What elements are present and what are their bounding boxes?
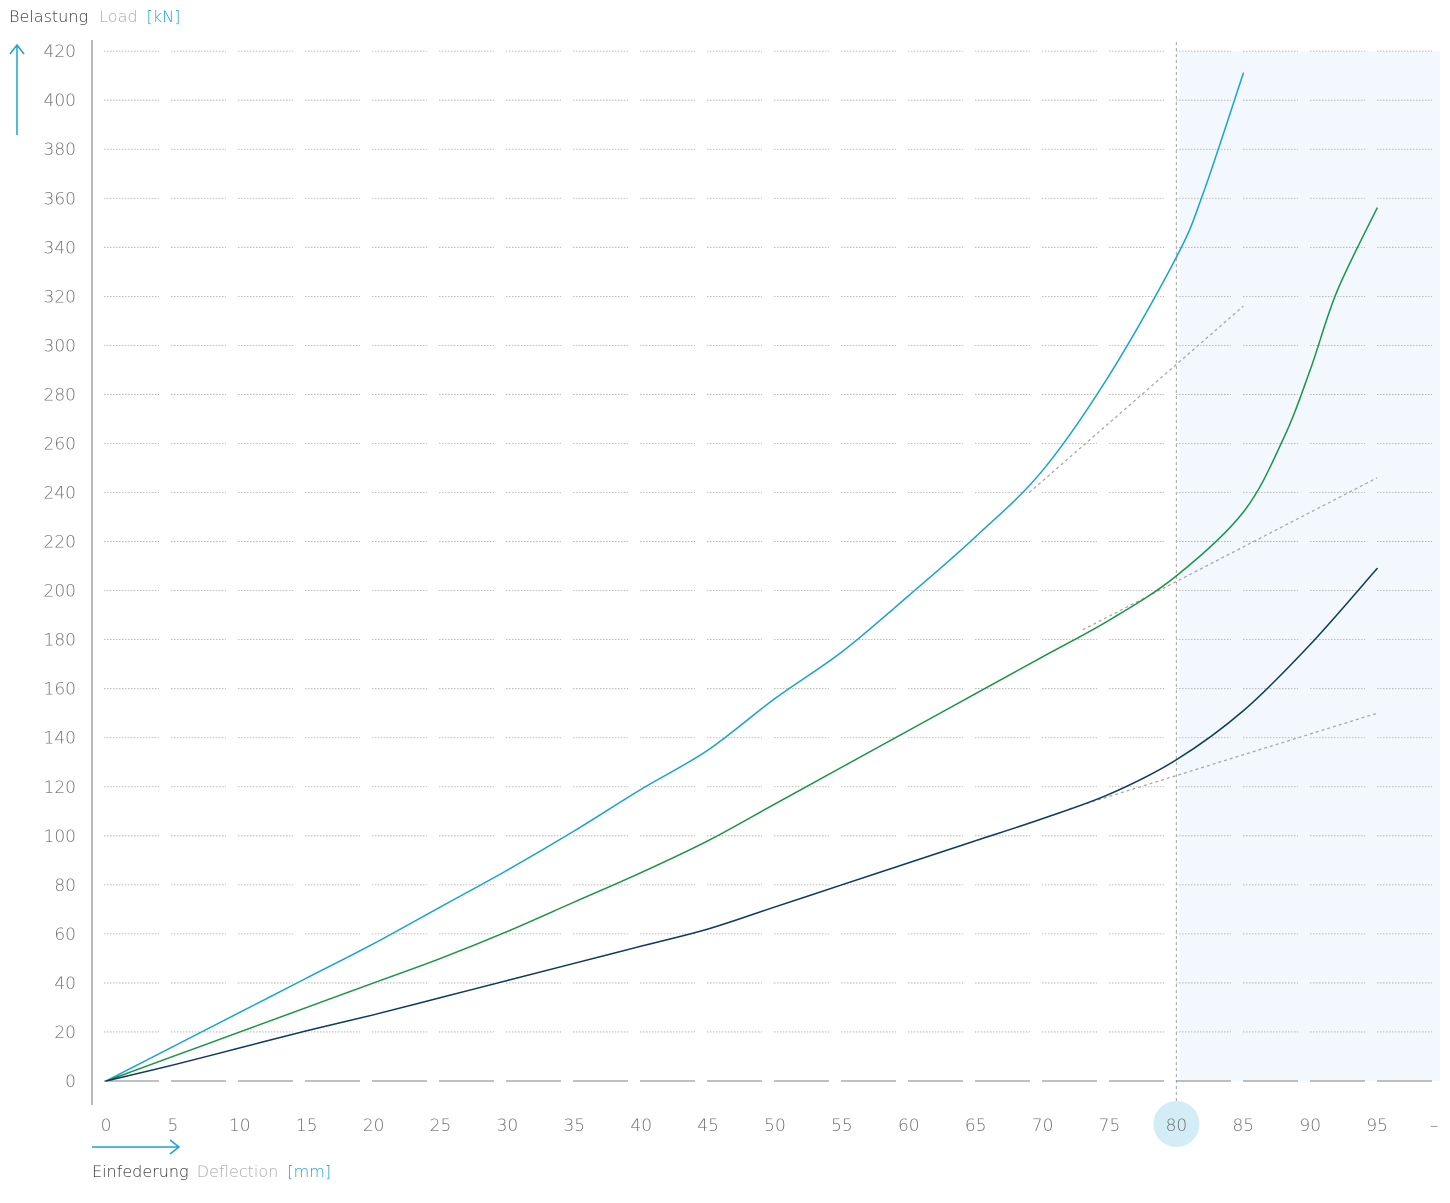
- x-tick-label: 20: [363, 1116, 385, 1136]
- x-tick-label: 55: [831, 1116, 853, 1136]
- extrapolation-lines: [1028, 305, 1378, 810]
- x-tick-label: 80: [1166, 1116, 1188, 1136]
- x-tick-label: 85: [1232, 1116, 1254, 1136]
- x-tick-label: 65: [965, 1116, 987, 1136]
- y-tick-label: 320: [44, 287, 76, 307]
- y-tick-label: 120: [44, 778, 76, 798]
- x-tick-label: 45: [697, 1116, 719, 1136]
- y-tick-label: 400: [44, 91, 76, 111]
- y-tick-label: 240: [44, 484, 76, 504]
- x-tick-label: 0: [101, 1116, 112, 1136]
- y-tick-label: 220: [44, 533, 76, 553]
- x-tick-label: 40: [630, 1116, 652, 1136]
- y-tick-label: 100: [44, 827, 76, 847]
- series-line-2: [105, 207, 1378, 1082]
- y-tick-label: 20: [54, 1023, 76, 1043]
- x-tick-label-end: –: [1430, 1116, 1439, 1136]
- x-tick-label: 35: [563, 1116, 585, 1136]
- x-tick-label: 5: [167, 1116, 178, 1136]
- x-tick-label: 70: [1032, 1116, 1054, 1136]
- y-axis-title: Belastung Load [kN]: [9, 7, 180, 26]
- y-tick-label: 200: [44, 582, 76, 602]
- y-tick-label: 60: [54, 925, 76, 945]
- y-axis-arrow-icon: [9, 43, 25, 135]
- x-tick-label: 10: [229, 1116, 251, 1136]
- y-axis-label-en: Load: [99, 7, 137, 26]
- y-tick-label: 80: [54, 876, 76, 896]
- y-tick-labels: 0 20 40 60 80 100 120 140 160 180 200 220 240 260 280 3…: [44, 42, 76, 1092]
- y-tick-label: 360: [44, 189, 76, 209]
- y-tick-label: 420: [44, 42, 76, 62]
- x-axis-arrow-icon: [92, 1139, 181, 1155]
- extrapolation-line-2: [1082, 477, 1378, 631]
- y-tick-label: 0: [65, 1072, 76, 1092]
- x-tick-label: 75: [1099, 1116, 1121, 1136]
- x-axis-title: Einfederung Deflection [mm]: [92, 1162, 331, 1181]
- shaded-region: [1179, 51, 1440, 1081]
- y-tick-label: 340: [44, 238, 76, 258]
- x-axis-label-en: Deflection: [197, 1162, 279, 1181]
- y-tick-label: 160: [44, 680, 76, 700]
- x-tick-label: 15: [296, 1116, 318, 1136]
- y-tick-label: 40: [54, 974, 76, 994]
- x-tick-label: 60: [898, 1116, 920, 1136]
- extrapolation-line-1: [1028, 305, 1244, 494]
- x-axis-label-de: Einfederung: [92, 1162, 189, 1181]
- x-tick-label: 95: [1366, 1116, 1388, 1136]
- y-tick-label: 280: [44, 385, 76, 405]
- y-tick-label: 180: [44, 631, 76, 651]
- x-tick-labels: 0 5 10 15 20 25 30 35 40 45 50 55 60 65 70 75 80 85 90 95 –: [101, 1101, 1439, 1147]
- highlight-tick-badge: [1153, 1101, 1200, 1147]
- y-axis-unit: [kN]: [147, 7, 181, 26]
- x-tick-label: 30: [497, 1116, 519, 1136]
- x-tick-label: 90: [1299, 1116, 1321, 1136]
- y-tick-label: 300: [44, 336, 76, 356]
- x-tick-label: 50: [764, 1116, 786, 1136]
- x-axis-unit: [mm]: [287, 1162, 331, 1181]
- series-line-3: [105, 567, 1378, 1082]
- series-lines: [105, 72, 1378, 1082]
- x-tick-label: 25: [430, 1116, 452, 1136]
- y-axis-label-de: Belastung: [9, 7, 88, 26]
- y-tick-label: 260: [44, 434, 76, 454]
- grid-lines: [104, 50, 1432, 1033]
- y-tick-label: 380: [44, 140, 76, 160]
- series-line-1: [105, 72, 1245, 1082]
- y-tick-label: 140: [44, 729, 76, 749]
